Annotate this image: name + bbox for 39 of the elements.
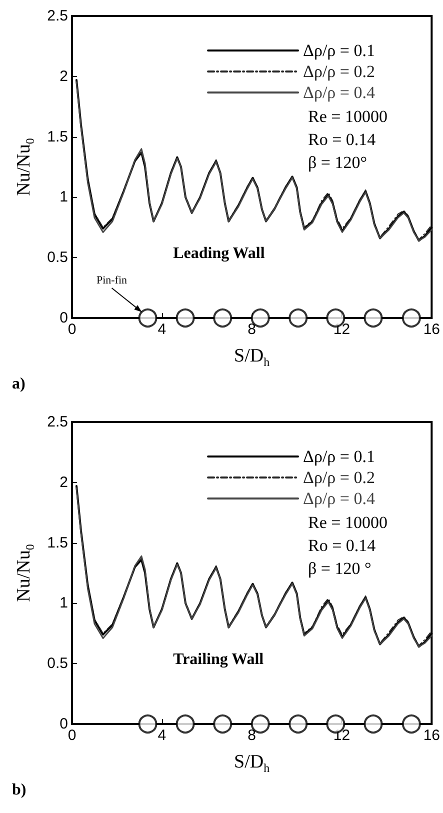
annotation: Ro = 0.14: [308, 536, 376, 555]
text: Δρ/ρ = 0.4: [303, 489, 376, 508]
y-tick-label: 2: [60, 474, 68, 491]
annotation: Leading Wall: [173, 245, 266, 262]
x-tick-label: 8: [248, 727, 256, 744]
text: Δρ/ρ = 0.2: [303, 468, 376, 487]
text: b): [12, 782, 26, 798]
y-tick-label: 0.5: [47, 249, 68, 266]
y-axis-title: Nu/Nu0: [14, 138, 37, 196]
x-tick-label: 16: [423, 727, 440, 744]
y-tick-label: 1: [60, 594, 68, 612]
annotation: β = 120 °: [308, 559, 372, 578]
text: Δρ/ρ = 0.1: [303, 41, 376, 60]
x-tick-label: 4: [158, 321, 166, 338]
annotation: Pin-fin: [96, 274, 128, 286]
annotation: Re = 10000: [308, 513, 388, 532]
x-tick-label: 12: [333, 321, 350, 338]
x-tick-label: 8: [248, 321, 256, 338]
annotation: Trailing Wall: [173, 651, 264, 668]
annotation: β = 120°: [308, 153, 368, 172]
x-tick-label: 16: [423, 321, 440, 338]
annotation: Re = 10000: [308, 107, 388, 126]
text: Δρ/ρ = 0.2: [303, 62, 376, 81]
x-tick-label: 4: [158, 727, 166, 744]
y-tick-label: 0: [60, 716, 68, 732]
y-tick-label: 0.5: [47, 655, 68, 672]
y-tick-label: 1.5: [47, 128, 68, 146]
y-axis-title: Nu/Nu0: [14, 544, 37, 602]
y-tick-label: 1: [60, 188, 68, 206]
y-tick-label: 2.5: [47, 414, 68, 430]
y-tick-label: 2.5: [47, 8, 68, 24]
y-tick-label: 1.5: [47, 534, 68, 552]
x-tick-label: 12: [333, 727, 350, 744]
y-tick-label: 0: [60, 310, 68, 326]
y-tick-label: 2: [60, 68, 68, 85]
text: Δρ/ρ = 0.1: [303, 447, 376, 466]
text: a): [12, 376, 26, 392]
annotation: Ro = 0.14: [308, 130, 376, 149]
text: Δρ/ρ = 0.4: [303, 83, 376, 102]
